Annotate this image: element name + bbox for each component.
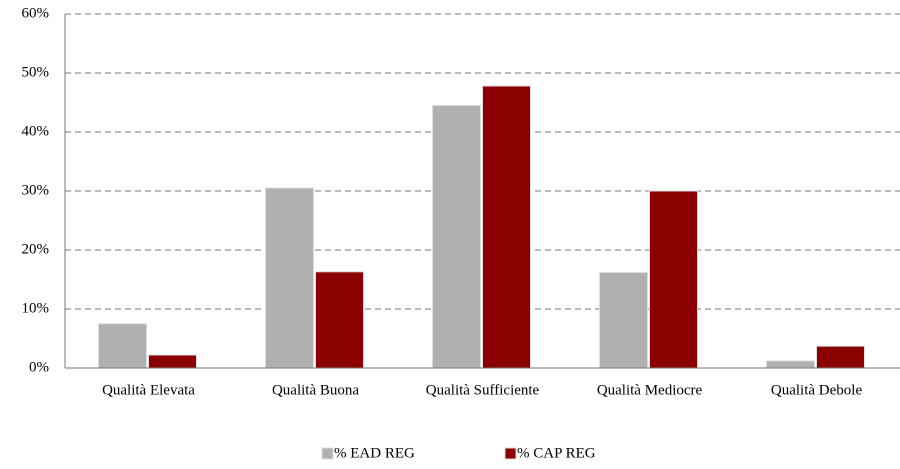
- bar: [482, 85, 531, 369]
- x-tick-label: Qualità Buona: [272, 382, 359, 398]
- legend-swatch: [321, 447, 334, 460]
- x-tick-label: Qualità Debole: [771, 382, 863, 398]
- bar: [148, 354, 197, 369]
- y-tick-label: 30%: [22, 182, 50, 198]
- legend-swatch: [504, 447, 517, 460]
- bar: [649, 190, 698, 369]
- y-tick-label: 10%: [22, 300, 50, 316]
- y-tick-label: 40%: [22, 123, 50, 139]
- y-tick-label: 0%: [29, 359, 49, 375]
- bar: [766, 360, 815, 369]
- legend-label: % CAP REG: [517, 445, 596, 461]
- x-tick-label: Qualità Sufficiente: [426, 382, 540, 398]
- bar: [98, 323, 147, 369]
- bar: [599, 271, 648, 369]
- x-tick-label: Qualità Elevata: [102, 382, 195, 398]
- x-tick-label: Qualità Mediocre: [597, 382, 703, 398]
- bar: [816, 345, 865, 369]
- bar: [265, 187, 314, 369]
- y-tick-label: 20%: [22, 241, 50, 257]
- y-tick-label: 60%: [22, 5, 50, 21]
- y-tick-label: 50%: [22, 64, 50, 80]
- bar: [315, 271, 364, 369]
- bar: [432, 104, 481, 369]
- legend-label: % EAD REG: [334, 445, 415, 461]
